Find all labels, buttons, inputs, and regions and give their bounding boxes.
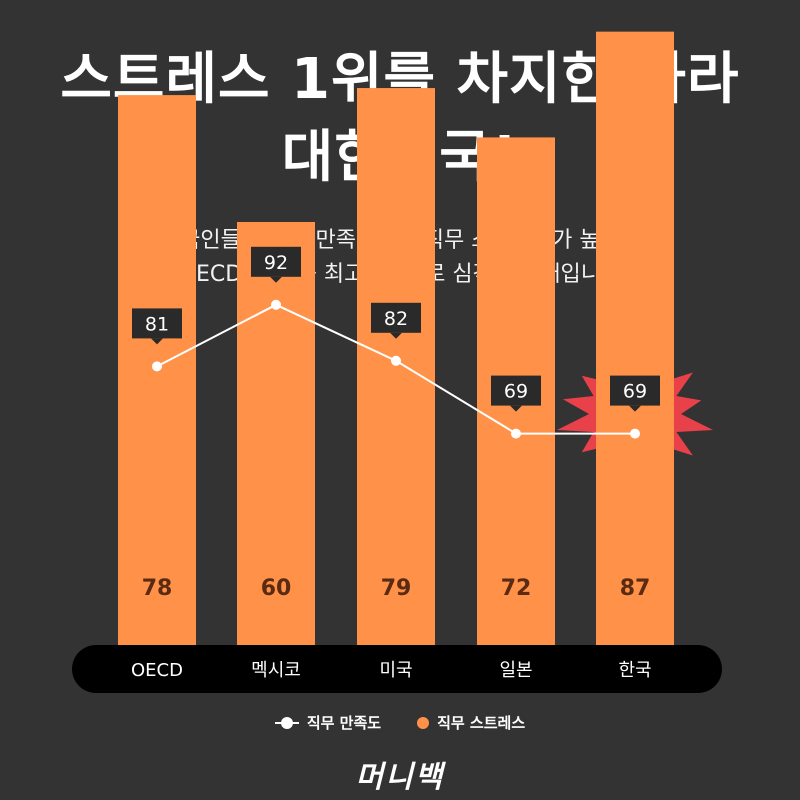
line-value-label-4: 69 xyxy=(623,381,647,403)
line-point-3 xyxy=(511,428,521,439)
line-label-box-0 xyxy=(132,308,182,339)
line-value-label-0: 81 xyxy=(145,313,169,335)
bar-value-label-1: 60 xyxy=(261,576,292,601)
bar-4 xyxy=(596,31,674,645)
x-tick-label-4: 한국 xyxy=(618,660,651,681)
legend-label-satisfaction: 직무 만족도 xyxy=(306,714,382,732)
x-tick-label-1: 멕시코 xyxy=(251,660,301,681)
line-point-0 xyxy=(152,361,162,372)
legend-label-stress: 직무 스트레스 xyxy=(437,714,526,732)
line-label-pointer-2 xyxy=(390,332,402,339)
legend: 직무 만족도 직무 스트레스 xyxy=(0,712,800,733)
line-point-4 xyxy=(630,428,640,439)
line-label-pointer-0 xyxy=(151,338,163,345)
bar-value-label-0: 78 xyxy=(142,576,173,601)
line-label-box-1 xyxy=(251,246,301,277)
x-tick-label-0: OECD xyxy=(131,660,183,681)
x-tick-label-3: 일본 xyxy=(499,660,532,681)
line-label-pointer-4 xyxy=(629,405,641,412)
legend-dot-icon xyxy=(417,716,430,729)
line-label-box-3 xyxy=(491,375,541,406)
line-label-box-2 xyxy=(371,302,421,333)
line-label-pointer-1 xyxy=(270,276,282,283)
line-value-label-3: 69 xyxy=(504,381,528,403)
line-label-pointer-3 xyxy=(510,405,522,412)
line-value-label-1: 92 xyxy=(264,252,288,274)
line-value-label-2: 82 xyxy=(384,308,408,330)
bar-value-label-4: 87 xyxy=(620,576,651,601)
bar-1 xyxy=(237,222,315,645)
x-tick-label-2: 미국 xyxy=(379,660,412,681)
line-label-box-4 xyxy=(610,375,660,406)
legend-item-satisfaction: 직무 만족도 xyxy=(274,712,382,733)
brand-logo: 머니백 xyxy=(355,760,445,795)
line-point-1 xyxy=(271,299,281,310)
combo-chart: 78 60 79 72 87 OECD 멕시코 미국 일본 한국 81 92 82 69 69 xyxy=(72,31,722,693)
x-axis-band xyxy=(72,645,722,693)
legend-item-stress: 직무 스트레스 xyxy=(417,712,525,733)
legend-line-marker-icon xyxy=(274,716,299,729)
bar-value-label-2: 79 xyxy=(381,576,412,601)
line-point-2 xyxy=(391,355,401,366)
bar-2 xyxy=(357,88,435,646)
bar-value-label-3: 72 xyxy=(501,576,532,601)
